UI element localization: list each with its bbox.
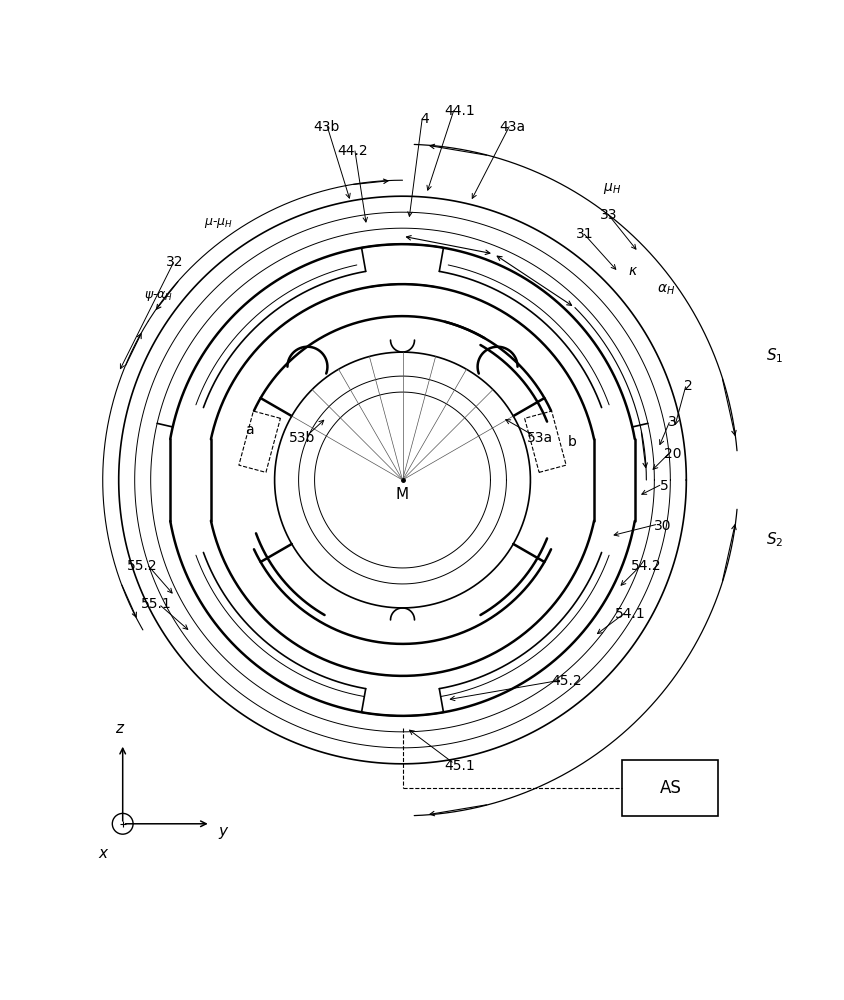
Text: 53a: 53a [527,431,553,445]
Text: a: a [245,423,253,437]
Text: 53b: 53b [289,431,316,445]
Text: 32: 32 [165,255,183,269]
Text: 45.2: 45.2 [550,674,581,688]
FancyBboxPatch shape [622,760,717,816]
Text: b: b [567,435,576,449]
Text: z: z [115,721,122,736]
Text: 55.1: 55.1 [141,597,171,611]
Text: 2: 2 [684,379,692,393]
Text: 43a: 43a [499,120,525,134]
Text: 54.2: 54.2 [630,559,661,573]
Text: 20: 20 [663,447,680,461]
Text: $\mu_H$: $\mu_H$ [603,181,620,196]
Text: 54.1: 54.1 [614,607,645,621]
Text: $S_1$: $S_1$ [765,347,782,365]
Text: 33: 33 [599,208,617,222]
Text: $\psi$-$\alpha_H$: $\psi$-$\alpha_H$ [143,289,173,303]
Text: x: x [98,846,107,861]
Text: 5: 5 [659,479,668,493]
Text: 45.1: 45.1 [444,759,475,773]
Text: $\kappa$: $\kappa$ [627,264,637,278]
Text: 3: 3 [668,415,676,429]
Text: AS: AS [658,779,680,797]
Text: 55.2: 55.2 [127,559,158,573]
Text: 30: 30 [652,519,670,533]
Text: $\alpha_H$: $\alpha_H$ [657,283,674,297]
Text: 44.2: 44.2 [338,144,368,158]
Text: $S_2$: $S_2$ [765,531,782,549]
Text: 43b: 43b [313,120,339,134]
Text: M: M [396,487,408,502]
Text: $\mu$-$\mu_H$: $\mu$-$\mu_H$ [204,216,233,230]
Text: 4: 4 [420,112,429,126]
Text: 44.1: 44.1 [444,104,475,118]
Text: 31: 31 [576,227,592,241]
Text: y: y [219,824,227,839]
